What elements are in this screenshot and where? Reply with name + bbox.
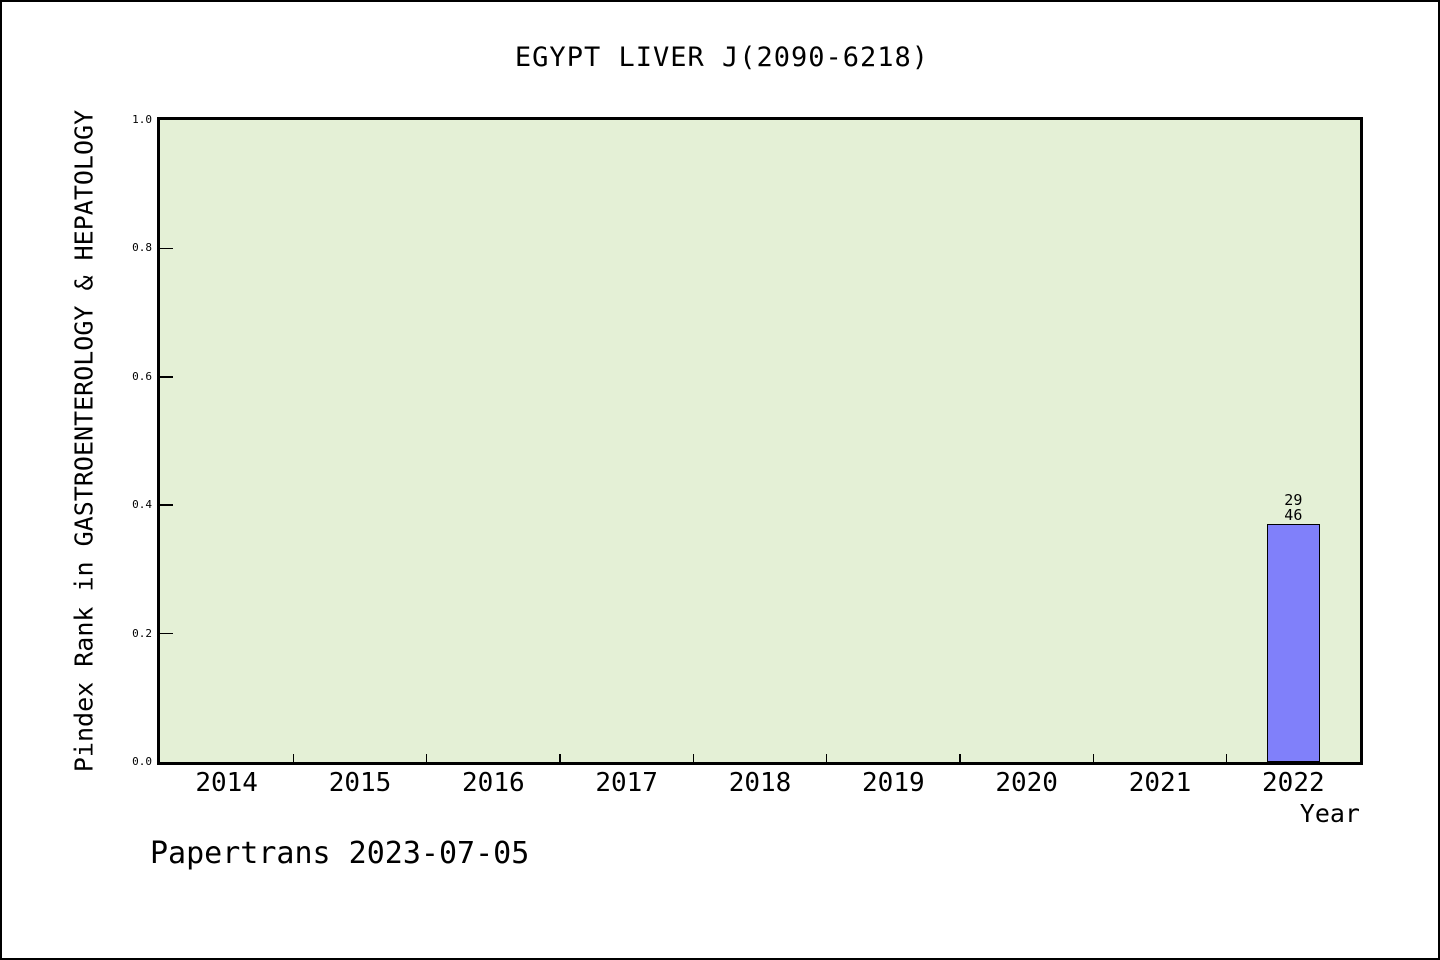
x-tick-mark	[825, 754, 828, 762]
x-tick-label: 2014	[195, 768, 258, 798]
plot-area	[157, 117, 1363, 765]
y-tick-label: 0.0	[132, 755, 152, 768]
x-tick-label: 2018	[728, 768, 792, 798]
x-tick-label: 2020	[995, 768, 1058, 798]
y-axis-label: Pindex Rank in GASTROENTEROLOGY & HEPATO…	[69, 109, 99, 773]
x-tick-label: 2022	[1262, 768, 1325, 798]
y-tick-mark	[160, 504, 173, 506]
y-tick-label: 0.8	[132, 241, 152, 255]
y-tick-mark	[160, 376, 173, 378]
y-tick-mark	[160, 632, 173, 635]
chart-title: EGYPT LIVER J(2090-6218)	[514, 42, 930, 73]
bar-value-label: 29 46	[1284, 491, 1303, 525]
x-tick-label: 2016	[462, 768, 525, 798]
x-tick-label: 2017	[595, 768, 658, 798]
x-tick-mark	[292, 754, 295, 762]
x-tick-mark	[692, 754, 695, 762]
x-tick-label: 2021	[1128, 768, 1192, 798]
footer-text: Papertrans 2023-07-05	[150, 836, 530, 871]
x-tick-label: 2019	[862, 768, 925, 798]
y-tick-mark	[160, 247, 173, 250]
y-tick-label: 1.0	[132, 113, 152, 126]
x-axis-label: Year	[1299, 799, 1360, 828]
y-tick-label: 0.2	[132, 626, 152, 640]
x-tick-mark	[1092, 754, 1095, 762]
bar	[1266, 524, 1320, 762]
x-tick-mark	[959, 754, 961, 762]
y-tick-label: 0.6	[132, 369, 152, 383]
x-tick-mark	[559, 754, 561, 762]
x-tick-mark	[425, 754, 428, 762]
y-tick-label: 0.4	[132, 498, 152, 512]
x-tick-label: 2015	[328, 768, 392, 798]
x-tick-mark	[1225, 754, 1228, 762]
